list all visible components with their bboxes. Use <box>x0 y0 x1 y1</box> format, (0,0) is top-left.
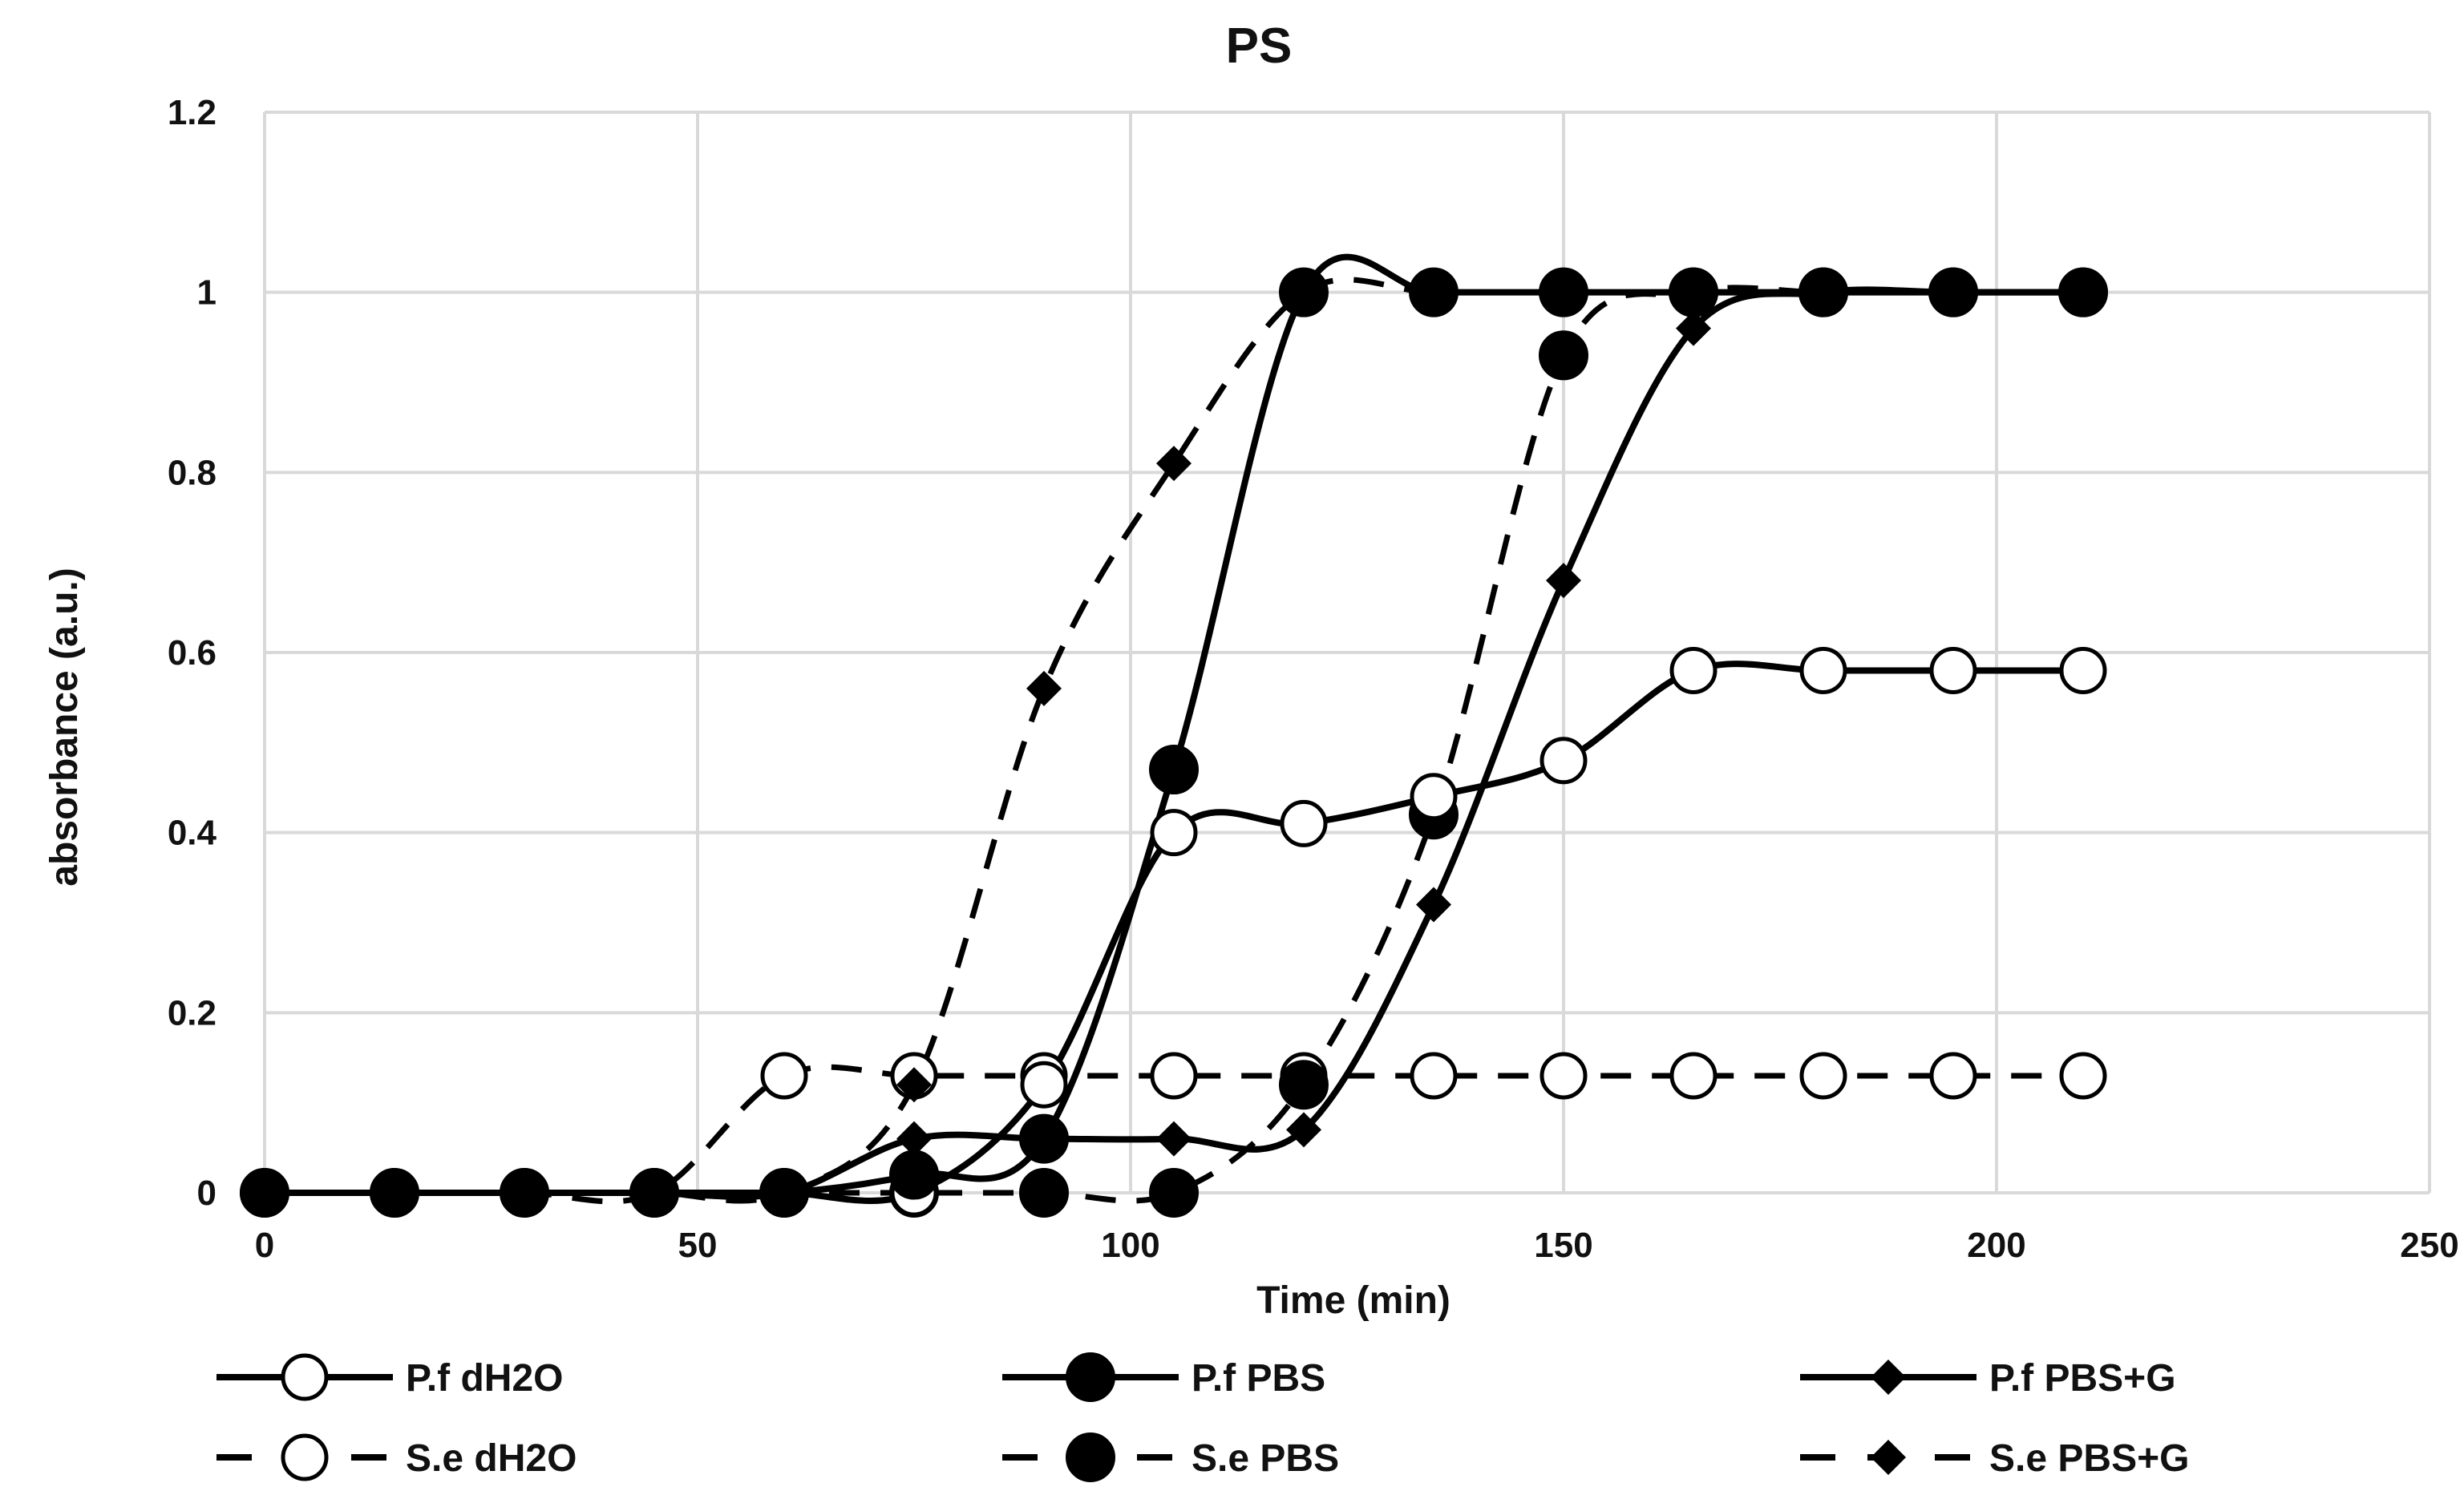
data-point <box>1539 267 1588 317</box>
data-point <box>1410 1052 1458 1100</box>
y-tick-label: 0.8 <box>168 453 216 492</box>
data-point <box>2059 1052 2107 1100</box>
data-point <box>1416 887 1451 923</box>
data-point <box>2059 646 2107 694</box>
data-point <box>1150 809 1198 857</box>
data-point <box>1150 1052 1198 1100</box>
data-point <box>1546 563 1581 599</box>
data-point <box>1279 1060 1329 1110</box>
data-point <box>1799 646 1847 694</box>
data-point <box>1676 310 1711 346</box>
data-point <box>1019 1113 1069 1164</box>
legend-item: P.f PBS <box>1002 1352 1325 1402</box>
y-tick-label: 1 <box>197 273 216 313</box>
series-line <box>265 285 2083 1204</box>
data-point <box>1019 1168 1069 1218</box>
data-point <box>1539 1052 1588 1100</box>
marker-layer <box>240 267 2108 1218</box>
data-point <box>896 1121 932 1157</box>
data-point <box>500 1168 549 1218</box>
legend-marker <box>281 1353 329 1401</box>
data-point <box>1410 773 1458 821</box>
data-point <box>1669 1052 1718 1100</box>
data-point <box>1539 737 1588 785</box>
legend-item: P.f dH2O <box>216 1353 564 1401</box>
legend: P.f dH2O P.f PBS P.f PBS+G S.e dH2O S.e PBS S… <box>216 1352 2189 1482</box>
series-line <box>265 661 2083 1204</box>
data-point <box>1156 1121 1192 1157</box>
legend-item: S.e PBS <box>1002 1432 1339 1482</box>
legend-marker <box>1871 1440 1906 1475</box>
legend-marker <box>281 1433 329 1481</box>
legend-item: P.f PBS+G <box>1800 1357 2176 1400</box>
data-point <box>1149 1168 1199 1218</box>
x-tick-label: 150 <box>1534 1226 1592 1265</box>
chart-title: PS <box>1226 18 1293 74</box>
data-point <box>1799 1052 1847 1100</box>
data-point <box>1669 267 1718 317</box>
data-point <box>759 1168 809 1218</box>
legend-label: P.f PBS <box>1192 1357 1325 1400</box>
data-point <box>1279 267 1329 317</box>
data-point <box>896 1067 932 1103</box>
data-point <box>760 1052 808 1100</box>
grid-layer <box>263 111 2431 1194</box>
y-tick-label: 0.2 <box>168 993 216 1032</box>
axis-layer: 0 0.2 0.4 0.6 0.8 1 1.2 0 50 100 150 200 250 <box>168 93 2459 1265</box>
legend-label: S.e PBS <box>1192 1437 1339 1480</box>
y-tick-label: 1.2 <box>168 93 216 132</box>
data-point <box>1149 745 1199 795</box>
legend-label: P.f dH2O <box>406 1357 564 1400</box>
data-point <box>1539 330 1588 381</box>
data-point <box>1798 267 1848 317</box>
legend-marker <box>1066 1352 1115 1402</box>
legend-label: S.e PBS+G <box>1989 1437 2189 1480</box>
legend-item: S.e PBS+G <box>1800 1437 2189 1480</box>
y-tick-label: 0.6 <box>168 633 216 673</box>
x-axis-title: Time (min) <box>1256 1279 1450 1322</box>
data-point <box>1929 1052 1977 1100</box>
legend-item: S.e dH2O <box>216 1433 577 1481</box>
x-tick-label: 50 <box>678 1226 718 1265</box>
data-point <box>1929 646 1977 694</box>
data-point <box>629 1168 679 1218</box>
data-point <box>1928 267 1978 317</box>
data-point <box>889 1150 939 1200</box>
legend-marker <box>1066 1432 1115 1482</box>
data-point <box>1669 646 1718 694</box>
data-point <box>1026 670 1062 706</box>
x-tick-label: 250 <box>2400 1226 2458 1265</box>
x-tick-label: 0 <box>255 1226 274 1265</box>
data-point <box>2058 267 2108 317</box>
y-axis-title: absorbance (a.u.) <box>43 568 86 886</box>
data-point <box>370 1168 419 1218</box>
legend-label: P.f PBS+G <box>1989 1357 2176 1400</box>
x-tick-label: 200 <box>1967 1226 2025 1265</box>
data-point <box>1286 1112 1321 1148</box>
data-point <box>1409 267 1459 317</box>
y-tick-label: 0.4 <box>168 814 217 853</box>
legend-label: S.e dH2O <box>406 1437 577 1480</box>
y-tick-label: 0 <box>197 1174 216 1213</box>
data-point <box>1156 446 1192 482</box>
data-point <box>1280 799 1328 847</box>
x-tick-label: 100 <box>1101 1226 1159 1265</box>
data-point <box>240 1168 289 1218</box>
legend-marker <box>1871 1360 1906 1395</box>
data-point <box>1020 1061 1068 1109</box>
